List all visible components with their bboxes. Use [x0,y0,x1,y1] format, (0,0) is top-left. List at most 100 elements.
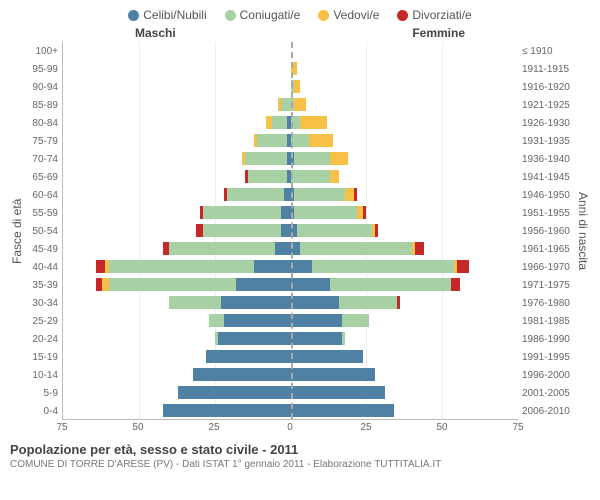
bar-segment [354,188,357,201]
bar-female [291,311,519,329]
bar-male [63,96,291,114]
bar-segment [294,206,358,219]
bar-segment [275,242,290,255]
y-right-tick: 1996-2000 [522,370,574,381]
bar-segment [294,80,300,93]
label-female: Femmine [412,26,465,40]
label-male: Maschi [135,26,176,40]
bar-segment [415,242,424,255]
legend-label: Coniugati/e [240,8,301,22]
y-left-tick: 95-99 [26,64,58,75]
footer: Popolazione per età, sesso e stato civil… [10,442,590,470]
y-right-tick: 1941-1945 [522,172,574,183]
bar-segment [291,314,343,327]
bar-segment [248,170,287,183]
bar-segment [330,278,451,291]
x-ticks: 7550250255075 [62,422,518,436]
y-left-tick: 0-4 [26,406,58,417]
bar-male [63,311,291,329]
bar-segment [236,278,291,291]
y-left-tick: 50-54 [26,226,58,237]
bar-segment [291,296,340,309]
y-left-tick: 30-34 [26,298,58,309]
bar-female [291,365,519,383]
y-left-tick: 75-79 [26,136,58,147]
bar-female [291,257,519,275]
y-right-tick: 1921-1925 [522,100,574,111]
bar-segment [294,152,330,165]
legend-label: Divorziati/e [412,8,471,22]
bar-segment [224,314,291,327]
bar-segment [272,116,287,129]
y-right-axis-label: Anni di nascita [574,42,590,420]
bar-segment [397,296,400,309]
bar-segment [169,296,221,309]
y-right-tick: 1991-1995 [522,352,574,363]
y-right-tick: 1951-1955 [522,208,574,219]
y-right-tick: 1956-1960 [522,226,574,237]
bar-segment [291,170,330,183]
y-right-ticks: ≤ 19101911-19151916-19201921-19251926-19… [518,42,574,420]
bar-segment [218,332,291,345]
bar-segment [109,278,236,291]
y-left-tick: 80-84 [26,118,58,129]
bar-segment [203,206,282,219]
y-right-tick: 1916-1920 [522,82,574,93]
x-tick: 75 [56,422,67,433]
y-right-tick: 1971-1975 [522,280,574,291]
center-line [291,42,293,419]
y-left-tick: 20-24 [26,334,58,345]
y-right-tick: 2006-2010 [522,406,574,417]
legend-swatch [318,10,329,21]
bar-segment [294,188,346,201]
bar-segment [206,350,291,363]
y-right-tick: 1961-1965 [522,244,574,255]
bar-female [291,168,519,186]
bar-segment [178,386,290,399]
y-right-tick: 1936-1940 [522,154,574,165]
y-right-tick: 1981-1985 [522,316,574,327]
chart-subtitle: COMUNE DI TORRE D'ARESE (PV) - Dati ISTA… [10,459,590,470]
y-right-tick: 1946-1950 [522,190,574,201]
bar-segment [221,296,291,309]
chart-area: Fasce di età 100+95-9990-9485-8980-8475-… [10,42,590,420]
x-tick: 50 [132,422,143,433]
x-tick: 75 [512,422,523,433]
y-left-tick: 90-94 [26,82,58,93]
bar-male [63,114,291,132]
bar-female [291,275,519,293]
y-right-tick: 1966-1970 [522,262,574,273]
bar-segment [457,260,469,273]
bar-segment [227,188,285,201]
bar-segment [342,314,369,327]
bar-segment [209,314,224,327]
y-right-tick: 1931-1935 [522,136,574,147]
x-tick: 0 [287,422,293,433]
legend-item: Celibi/Nubili [128,8,206,22]
y-right-tick: 2001-2005 [522,388,574,399]
bar-segment [375,224,378,237]
bar-female [291,42,519,60]
y-left-tick: 5-9 [26,388,58,399]
bar-female [291,186,519,204]
bar-male [63,239,291,257]
bar-segment [291,332,343,345]
bar-segment [203,224,282,237]
bar-segment [281,98,290,111]
y-left-tick: 45-49 [26,244,58,255]
bar-female [291,401,519,419]
legend-swatch [397,10,408,21]
bar-segment [291,386,385,399]
x-axis: 7550250255075 [10,422,590,436]
y-left-tick: 65-69 [26,172,58,183]
bar-male [63,365,291,383]
bar-segment [281,206,290,219]
bar-male [63,168,291,186]
y-left-tick: 70-74 [26,154,58,165]
bar-segment [291,260,312,273]
y-left-tick: 25-29 [26,316,58,327]
y-right-tick: 1986-1990 [522,334,574,345]
bar-male [63,401,291,419]
y-left-tick: 55-59 [26,208,58,219]
bar-segment [330,170,339,183]
